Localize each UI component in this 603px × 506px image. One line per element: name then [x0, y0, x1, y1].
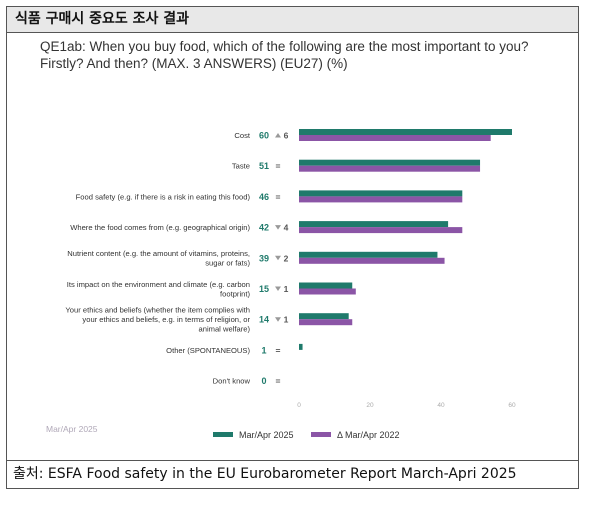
question-text: QE1ab: When you buy food, which of the f… — [40, 38, 570, 72]
category-label: animal welfare) — [199, 325, 251, 334]
legend-swatch — [213, 432, 233, 437]
change-down-arrow-icon — [275, 225, 281, 230]
value-label: 14 — [259, 315, 269, 325]
bar-previous — [299, 257, 445, 264]
category-label: footprint) — [220, 289, 250, 298]
x-tick-label: 60 — [508, 402, 516, 409]
bar-current — [299, 129, 512, 135]
category-label: Your ethics and beliefs (whether the ite… — [65, 306, 250, 315]
legend-swatch — [311, 432, 331, 437]
bar-current — [299, 313, 349, 320]
value-label: 0 — [261, 376, 266, 386]
value-label: 42 — [259, 223, 269, 233]
figure-frame: 식품 구매시 중요도 조사 결과 출처: ESFA Food safety in… — [6, 6, 579, 489]
x-tick-label: 0 — [297, 402, 301, 409]
category-label: Don't know — [213, 377, 251, 386]
bar-current — [299, 251, 438, 258]
change-label: 6 — [284, 131, 289, 141]
change-label: = — [276, 376, 281, 386]
value-label: 46 — [259, 192, 269, 202]
bar-current — [299, 190, 463, 197]
bar-previous — [299, 227, 463, 234]
change-up-arrow-icon — [275, 133, 281, 138]
value-label: 15 — [259, 284, 269, 294]
category-label: sugar or fats) — [205, 259, 250, 268]
category-label: Its impact on the environment and climat… — [67, 280, 250, 289]
question-line-2: Firstly? And then? (MAX. 3 ANSWERS) (EU2… — [40, 56, 348, 71]
category-label: Where the food comes from (e.g. geograph… — [70, 223, 250, 232]
bar-previous — [299, 165, 481, 172]
figure-title: 식품 구매시 중요도 조사 결과 — [7, 7, 578, 33]
bar-previous — [299, 196, 463, 203]
bar-current — [299, 159, 481, 166]
category-label: Other (SPONTANEOUS) — [166, 346, 250, 355]
bar-current — [299, 282, 353, 289]
change-label: 1 — [284, 315, 289, 325]
source-caption: 출처: ESFA Food safety in the EU Eurobarom… — [7, 460, 578, 488]
bar-previous — [299, 288, 356, 295]
value-label: 39 — [259, 253, 269, 263]
value-label: 1 — [261, 345, 266, 355]
bar-previous — [299, 319, 353, 326]
change-label: = — [276, 345, 281, 355]
category-label: Taste — [232, 162, 250, 171]
value-label: 60 — [259, 131, 269, 141]
change-label: = — [276, 161, 281, 171]
legend-label: Δ Mar/Apr 2022 — [337, 430, 400, 440]
change-label: 2 — [284, 253, 289, 263]
bar-previous — [299, 135, 491, 141]
question-line-1: QE1ab: When you buy food, which of the f… — [40, 39, 529, 54]
change-label: 1 — [284, 284, 289, 294]
value-label: 51 — [259, 161, 269, 171]
chart-footnote: Mar/Apr 2025 — [46, 424, 98, 434]
legend-label: Mar/Apr 2025 — [239, 430, 294, 440]
change-down-arrow-icon — [275, 286, 281, 291]
change-down-arrow-icon — [275, 317, 281, 322]
category-label: Nutrient content (e.g. the amount of vit… — [67, 249, 250, 258]
category-label: your ethics and beliefs, e.g. in terms o… — [82, 315, 250, 324]
category-label: Food safety (e.g. if there is a risk in … — [76, 192, 251, 201]
change-down-arrow-icon — [275, 255, 281, 261]
category-label: Cost — [234, 131, 251, 140]
x-tick-label: 40 — [437, 402, 445, 409]
bar-current — [299, 343, 303, 350]
x-tick-label: 20 — [366, 402, 374, 409]
change-label: = — [276, 192, 281, 202]
bar-current — [299, 221, 449, 228]
change-label: 4 — [284, 223, 289, 233]
